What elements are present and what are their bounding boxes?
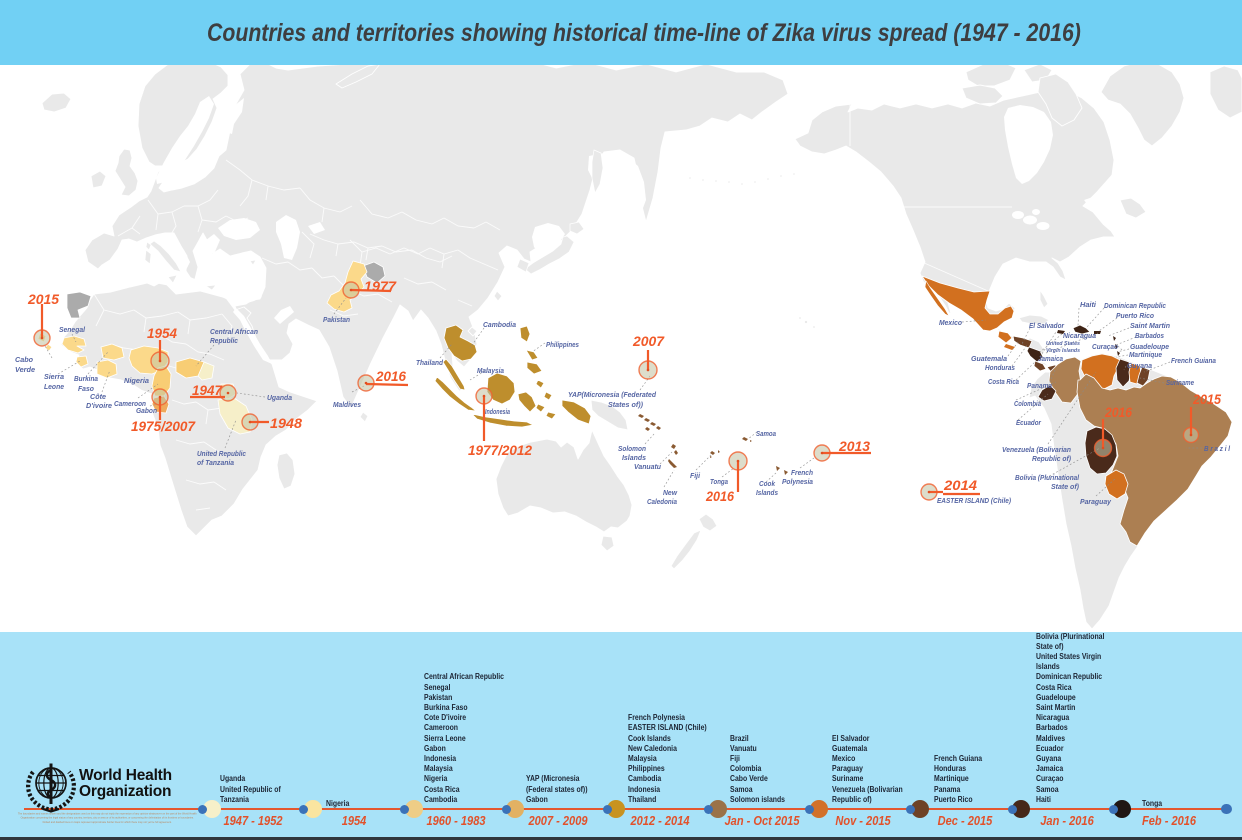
svg-text:Nicaragua: Nicaragua bbox=[1063, 331, 1096, 340]
svg-text:Venezuela (Bolivarian: Venezuela (Bolivarian bbox=[1002, 445, 1071, 454]
svg-text:2014: 2014 bbox=[943, 478, 978, 493]
svg-text:Costa Rica: Costa Rica bbox=[988, 377, 1019, 386]
svg-text:Cambodia: Cambodia bbox=[483, 320, 516, 329]
svg-text:2016: 2016 bbox=[1104, 405, 1132, 420]
svg-text:Indonesia: Indonesia bbox=[485, 407, 510, 416]
svg-text:2016: 2016 bbox=[705, 489, 734, 504]
svg-text:Solomon: Solomon bbox=[618, 444, 646, 453]
svg-text:Mexico: Mexico bbox=[939, 318, 962, 327]
svg-text:Republic of): Republic of) bbox=[1032, 454, 1071, 463]
svg-text:Burkina: Burkina bbox=[74, 374, 98, 383]
svg-text:D'ivoire: D'ivoire bbox=[86, 401, 113, 410]
svg-text:Vanuatu: Vanuatu bbox=[634, 462, 661, 471]
svg-text:Sierra: Sierra bbox=[44, 372, 64, 381]
svg-text:EASTER ISLAND (Chile): EASTER ISLAND (Chile) bbox=[937, 496, 1011, 505]
svg-text:Tonga: Tonga bbox=[710, 477, 728, 486]
svg-text:Virgin Islands: Virgin Islands bbox=[1046, 348, 1081, 354]
svg-text:Guyana: Guyana bbox=[1127, 361, 1152, 370]
svg-text:Philippines: Philippines bbox=[546, 340, 579, 349]
svg-text:1954: 1954 bbox=[147, 326, 177, 341]
svg-text:Thailand: Thailand bbox=[416, 358, 443, 367]
svg-text:Fiji: Fiji bbox=[690, 471, 701, 480]
svg-text:Malaysia: Malaysia bbox=[477, 366, 504, 375]
svg-text:Nigeria: Nigeria bbox=[124, 376, 149, 385]
svg-text:Suriname: Suriname bbox=[1166, 378, 1195, 387]
svg-text:Gabon: Gabon bbox=[136, 406, 157, 415]
svg-text:Panama: Panama bbox=[1027, 381, 1052, 390]
svg-text:Islands: Islands bbox=[622, 453, 646, 462]
svg-text:Cameroon: Cameroon bbox=[114, 399, 146, 408]
svg-text:Guadeloupe: Guadeloupe bbox=[1130, 342, 1170, 351]
svg-text:Verde: Verde bbox=[15, 365, 36, 374]
svg-text:Cabo: Cabo bbox=[15, 355, 33, 364]
svg-text:Ecuador: Ecuador bbox=[1016, 418, 1042, 427]
svg-text:1977: 1977 bbox=[364, 279, 398, 294]
svg-text:Maldives: Maldives bbox=[333, 400, 361, 409]
svg-text:Dominican Republic: Dominican Republic bbox=[1104, 301, 1167, 310]
svg-text:States of)): States of)) bbox=[608, 400, 643, 409]
svg-text:New: New bbox=[663, 488, 678, 497]
svg-text:El Salvador: El Salvador bbox=[1029, 321, 1065, 330]
svg-text:Haiti: Haiti bbox=[1080, 300, 1097, 309]
svg-text:French Guiana: French Guiana bbox=[1171, 356, 1216, 365]
svg-text:French: French bbox=[791, 468, 813, 477]
svg-text:Caledonia: Caledonia bbox=[647, 497, 677, 506]
svg-text:Islands: Islands bbox=[756, 488, 778, 497]
svg-text:Republic: Republic bbox=[210, 336, 239, 345]
svg-text:Guatemala: Guatemala bbox=[971, 354, 1007, 363]
svg-text:1977/2012: 1977/2012 bbox=[468, 443, 532, 458]
svg-text:Samoa: Samoa bbox=[756, 429, 776, 438]
svg-text:Cook: Cook bbox=[759, 479, 776, 488]
svg-text:Leone: Leone bbox=[44, 382, 65, 391]
svg-text:Colombia: Colombia bbox=[1014, 399, 1041, 408]
svg-text:Pakistan: Pakistan bbox=[323, 315, 350, 324]
svg-text:1948: 1948 bbox=[270, 416, 303, 431]
svg-text:Côte: Côte bbox=[90, 392, 107, 401]
svg-text:2015: 2015 bbox=[27, 292, 60, 307]
svg-text:Curaçao: Curaçao bbox=[1092, 342, 1118, 351]
svg-text:Barbados: Barbados bbox=[1135, 331, 1164, 340]
svg-text:Honduras: Honduras bbox=[985, 363, 1015, 372]
svg-text:United Republic: United Republic bbox=[197, 449, 247, 458]
svg-text:2013: 2013 bbox=[838, 439, 871, 454]
svg-text:Bolivia (Plurinational: Bolivia (Plurinational bbox=[1015, 473, 1080, 482]
svg-text:Uganda: Uganda bbox=[267, 393, 292, 402]
svg-text:of Tanzania: of Tanzania bbox=[197, 458, 234, 467]
svg-text:Martinique: Martinique bbox=[1129, 350, 1163, 359]
svg-text:Puerto Rico: Puerto Rico bbox=[1116, 311, 1154, 320]
svg-text:2007: 2007 bbox=[632, 334, 666, 349]
svg-text:State of): State of) bbox=[1051, 482, 1079, 491]
svg-text:1947: 1947 bbox=[192, 383, 223, 398]
svg-text:2015: 2015 bbox=[1192, 392, 1221, 407]
svg-text:YAP(Micronesia (Federated: YAP(Micronesia (Federated bbox=[568, 390, 656, 399]
svg-text:Saint Martin: Saint Martin bbox=[1130, 321, 1170, 330]
svg-text:Faso: Faso bbox=[78, 384, 94, 393]
svg-text:2016: 2016 bbox=[375, 369, 406, 384]
svg-text:Senegal: Senegal bbox=[59, 325, 86, 334]
svg-text:United States: United States bbox=[1046, 341, 1081, 347]
svg-text:Central African: Central African bbox=[210, 327, 258, 336]
svg-text:Jamaica: Jamaica bbox=[1038, 354, 1063, 363]
svg-text:Paraguay: Paraguay bbox=[1080, 497, 1112, 506]
svg-text:Polynesia: Polynesia bbox=[782, 477, 813, 486]
svg-text:B r a z i l: B r a z i l bbox=[1204, 444, 1231, 453]
svg-text:1975/2007: 1975/2007 bbox=[131, 419, 196, 434]
